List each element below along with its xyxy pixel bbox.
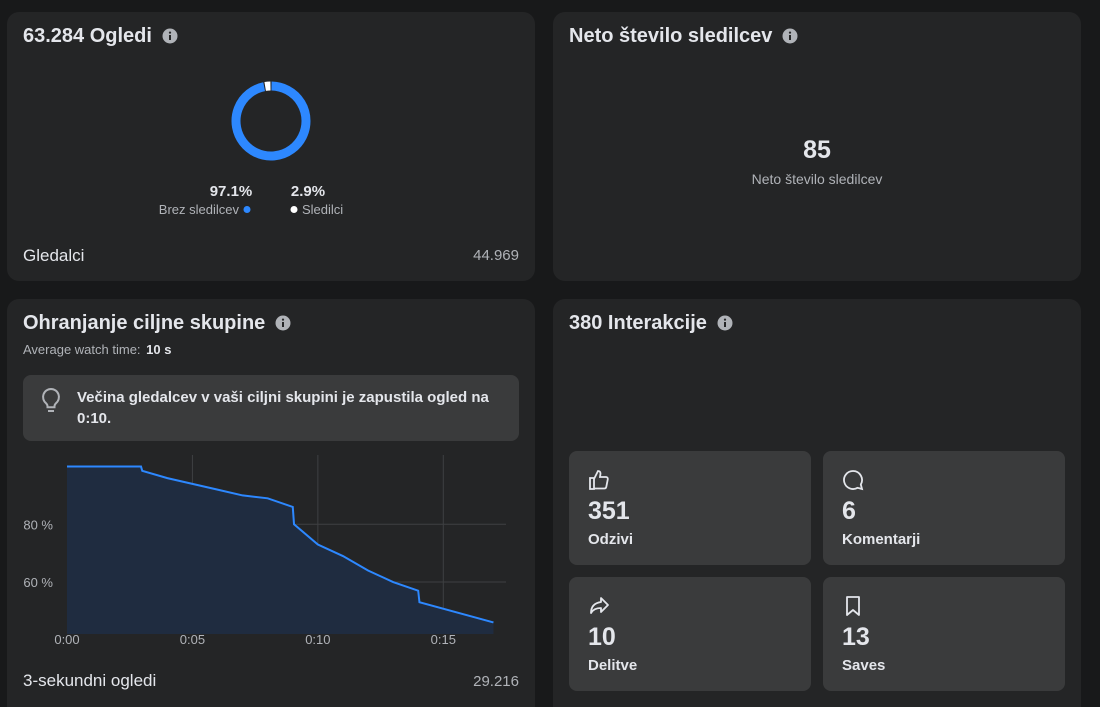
tile-value: 13 [842, 623, 870, 651]
footer-label: 3-sekundni ogledi [23, 671, 157, 690]
insight-text: Večina gledalcev v vaši ciljni skupini j… [77, 389, 489, 427]
info-icon[interactable] [162, 28, 178, 44]
followers-value: 85 [803, 136, 831, 164]
avg-value: 10 s [146, 342, 172, 357]
stat-tile[interactable]: 6 Komentarji [823, 451, 1065, 565]
tile-label: Odzivi [588, 531, 634, 548]
retention-card: Ohranjanje ciljne skupine Average watch … [7, 299, 535, 707]
title-text: Neto število sledilcev [569, 25, 773, 47]
like-icon [589, 470, 609, 490]
insight-box: Večina gledalcev v vaši ciljni skupini j… [23, 375, 519, 441]
tile-label: Saves [842, 657, 886, 674]
avg-watch: Average watch time: 10 s [23, 342, 171, 357]
share-icon [590, 597, 609, 614]
interactions-card: 380 Interakcije 351 Odzivi 6 Komentarji … [553, 299, 1081, 707]
card-title: 380 Interakcije [569, 312, 733, 335]
footer-value: 29.216 [473, 673, 519, 690]
followers-card: Neto število sledilcev 85 Neto število s… [553, 12, 1081, 281]
stat-tile[interactable]: 10 Delitve [569, 577, 811, 691]
bulb-icon [42, 387, 60, 412]
avg-label: Average watch time: [23, 342, 141, 357]
title-text: 380 Interakcije [569, 312, 707, 334]
tile-value: 10 [588, 623, 616, 651]
views-card: 63.284 Ogledi Gledalci 44.969 [7, 12, 535, 281]
viewers-label: Gledalci [23, 246, 85, 265]
card-title: 63.284 Ogledi [23, 25, 178, 48]
tile-value: 6 [842, 497, 856, 525]
title-text: 63.284 Ogledi [23, 25, 152, 47]
tile-label: Delitve [588, 657, 638, 674]
stat-tile[interactable]: 13 Saves [823, 577, 1065, 691]
bookmark-icon [846, 596, 860, 616]
comment-icon [843, 470, 864, 491]
info-icon[interactable] [275, 315, 291, 331]
info-icon[interactable] [782, 28, 798, 44]
stat-tile[interactable]: 351 Odzivi [569, 451, 811, 565]
tile-value: 351 [588, 497, 630, 525]
title-text: Ohranjanje ciljne skupine [23, 312, 266, 334]
tile-label: Komentarji [842, 531, 921, 548]
card-title: Ohranjanje ciljne skupine [23, 312, 291, 335]
info-icon[interactable] [717, 315, 733, 331]
card-title: Neto število sledilcev [569, 25, 798, 48]
viewers-value: 44.969 [473, 247, 519, 264]
followers-label: Neto število sledilcev [751, 171, 883, 187]
